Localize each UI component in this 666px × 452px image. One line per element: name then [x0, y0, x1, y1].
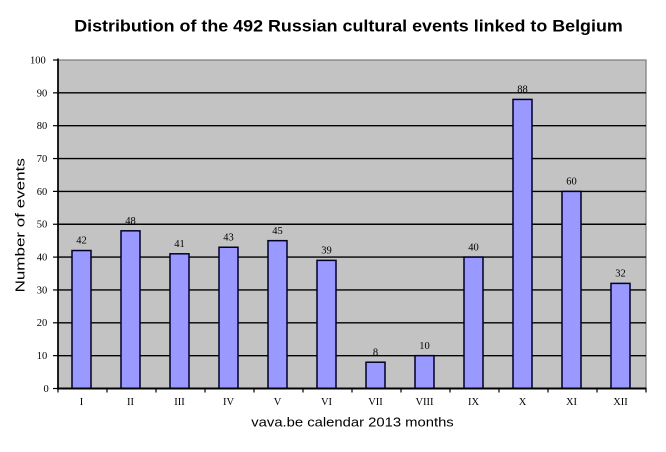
svg-text:60: 60: [37, 187, 48, 198]
svg-text:0: 0: [44, 384, 49, 395]
svg-text:43: 43: [223, 232, 234, 243]
svg-text:39: 39: [321, 246, 332, 257]
svg-text:Number of events: Number of events: [13, 158, 28, 293]
svg-text:32: 32: [615, 269, 626, 280]
svg-text:XI: XI: [566, 397, 578, 408]
svg-text:50: 50: [37, 220, 48, 231]
svg-text:Distribution of the 492 Russia: Distribution of the 492 Russian cultural…: [74, 16, 623, 35]
svg-text:100: 100: [30, 55, 46, 66]
svg-text:VI: VI: [321, 397, 333, 408]
svg-text:41: 41: [174, 239, 185, 250]
svg-text:30: 30: [37, 285, 48, 296]
svg-text:III: III: [174, 397, 185, 408]
svg-text:vava.be calendar 2013 months: vava.be calendar 2013 months: [251, 414, 453, 429]
svg-text:II: II: [127, 397, 134, 408]
svg-text:48: 48: [125, 216, 136, 227]
svg-text:10: 10: [419, 341, 430, 352]
svg-text:20: 20: [37, 318, 48, 329]
svg-text:IX: IX: [468, 397, 479, 408]
svg-text:40: 40: [468, 242, 479, 253]
svg-text:IV: IV: [223, 397, 234, 408]
svg-text:X: X: [519, 397, 527, 408]
svg-text:8: 8: [373, 347, 378, 358]
svg-text:40: 40: [37, 253, 48, 264]
svg-text:VII: VII: [368, 397, 383, 408]
svg-text:VIII: VIII: [415, 397, 434, 408]
svg-text:42: 42: [76, 236, 87, 247]
svg-text:XII: XII: [613, 397, 628, 408]
svg-text:88: 88: [517, 85, 528, 96]
svg-text:70: 70: [37, 154, 48, 165]
svg-text:90: 90: [37, 88, 48, 99]
svg-text:V: V: [274, 397, 282, 408]
svg-text:10: 10: [37, 351, 48, 362]
svg-text:80: 80: [37, 121, 48, 132]
svg-text:45: 45: [272, 226, 283, 237]
svg-text:I: I: [80, 397, 84, 408]
svg-text:60: 60: [566, 177, 577, 188]
